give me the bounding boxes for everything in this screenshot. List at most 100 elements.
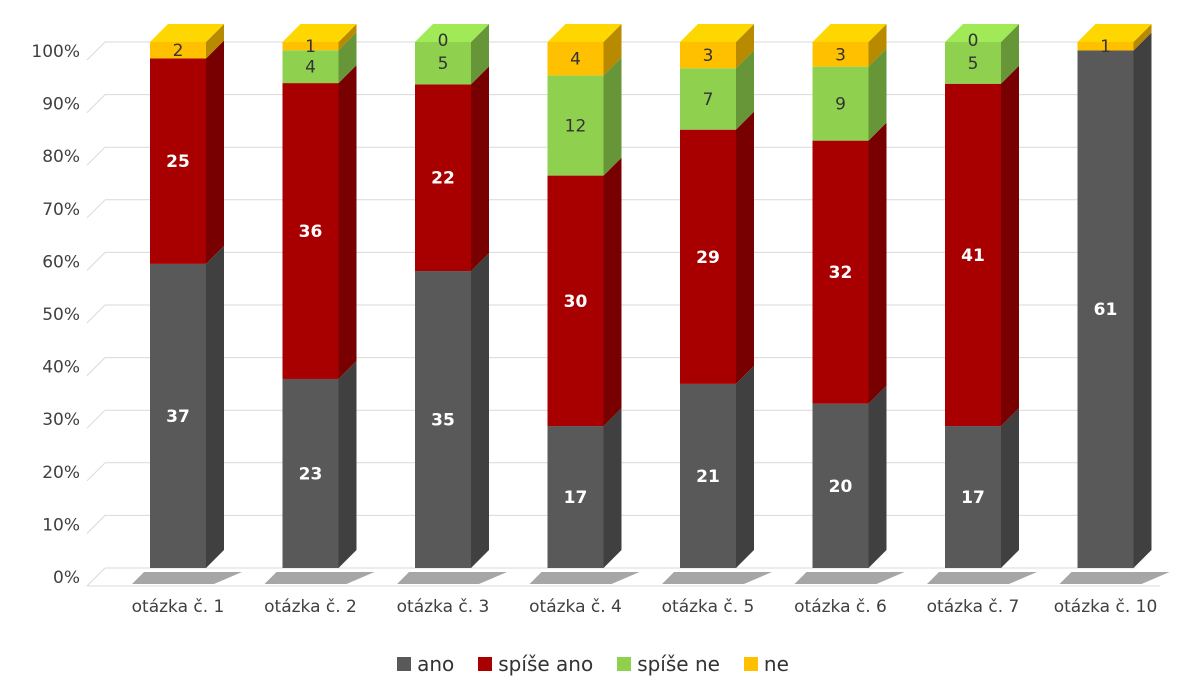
bar-segment xyxy=(812,403,869,568)
bar-segment xyxy=(282,83,339,379)
bar-segment xyxy=(1077,50,1134,568)
data-label: 32 xyxy=(829,263,853,283)
gridline-side xyxy=(86,515,106,534)
bar-stack: 20 32 9 3 xyxy=(794,24,905,584)
data-label: 29 xyxy=(696,248,720,268)
data-label: 61 xyxy=(1094,300,1118,320)
x-category-label: otázka č. 4 xyxy=(529,597,622,617)
bar-segment xyxy=(812,42,869,67)
bar-segment-side xyxy=(736,50,754,130)
gridline-side xyxy=(86,567,106,587)
bar-segment-side xyxy=(338,65,357,379)
bar-shadow xyxy=(927,572,1037,584)
y-tick-label: 100% xyxy=(31,42,80,62)
gridline-side xyxy=(86,409,106,429)
bar-top xyxy=(1077,24,1152,42)
legend-item: ne xyxy=(743,652,789,676)
x-axis-categories: otázka č. 1 otázka č. 2 otázka č. 3 otázka … xyxy=(132,597,1158,617)
gridline-side xyxy=(86,94,106,113)
bar-segment xyxy=(945,426,1001,568)
data-label: 23 xyxy=(299,464,323,484)
bar-segment xyxy=(1077,42,1134,51)
bar-segment xyxy=(680,383,736,568)
bar-segment xyxy=(945,83,1001,427)
bar-segment xyxy=(680,68,736,130)
bar-top xyxy=(547,24,622,42)
data-label: 2 xyxy=(173,41,184,61)
bar-shadow xyxy=(529,572,640,584)
bar-stack: 23 36 41 xyxy=(264,24,375,584)
bar-stack: 17 30 12 4 xyxy=(529,24,640,584)
x-category-label: otázka č. 7 xyxy=(927,597,1020,617)
y-tick-label: 70% xyxy=(42,200,80,220)
bar-segment-side xyxy=(338,24,357,51)
bar-segment-side xyxy=(471,24,489,85)
bar-segment xyxy=(150,42,206,59)
bar-segment-side xyxy=(1001,24,1019,84)
legend-swatch xyxy=(743,657,758,671)
gridline-side xyxy=(86,252,106,271)
bar-top xyxy=(415,24,489,42)
bar-shadow xyxy=(662,572,772,584)
bar-segment xyxy=(547,175,604,427)
bar-segment-side xyxy=(736,111,754,384)
bar-segment xyxy=(415,271,471,568)
legend-item: spíše ne xyxy=(617,652,720,676)
bar-segment xyxy=(282,50,339,84)
data-label: 21 xyxy=(696,467,720,487)
x-category-label: otázka č. 3 xyxy=(397,597,490,617)
data-label: 30 xyxy=(564,292,588,312)
legend: ano spíše ano spíše ne ne xyxy=(0,648,1186,680)
data-label: 9 xyxy=(835,95,846,115)
bar-segment xyxy=(282,378,339,568)
bar-segment-side xyxy=(1133,24,1152,51)
gridline-side xyxy=(86,41,106,61)
bar-segment-side xyxy=(736,365,754,568)
bar-segment xyxy=(547,75,604,176)
y-tick-label: 90% xyxy=(42,95,80,115)
bar-stack: 17 41 5 0 xyxy=(927,24,1037,584)
bar-top xyxy=(680,24,754,42)
x-category-label: otázka č. 6 xyxy=(794,597,887,617)
bar-segment-side xyxy=(206,40,224,264)
bar-segment-side xyxy=(206,245,224,568)
bar-segment-side xyxy=(736,24,754,69)
y-tick-label: 80% xyxy=(42,147,80,167)
bar-shadow xyxy=(1059,572,1170,584)
bar-top xyxy=(945,24,1019,42)
bar-segment-side xyxy=(206,24,224,59)
legend-item: ano xyxy=(397,652,454,676)
data-label: 0 xyxy=(968,31,979,51)
bar-segment xyxy=(680,42,736,69)
bar-segment-side xyxy=(603,57,622,176)
legend-label: ano xyxy=(417,652,455,676)
gridline-side xyxy=(86,199,106,219)
legend-swatch xyxy=(617,657,632,671)
bar-segment-side xyxy=(603,157,622,427)
x-category-label: otázka č. 10 xyxy=(1054,597,1158,617)
data-label: 1 xyxy=(305,37,316,57)
y-tick-label: 50% xyxy=(42,305,80,325)
bar-segment-side xyxy=(868,48,887,141)
bar-segment-side xyxy=(868,24,887,67)
legend-label: spíše ano xyxy=(498,652,594,676)
bar-segment-side xyxy=(338,32,357,84)
bar-segment xyxy=(680,129,736,384)
bar-segment xyxy=(415,42,471,85)
y-tick-label: 0% xyxy=(53,568,80,588)
bar-shadow xyxy=(132,572,242,584)
data-label: 35 xyxy=(431,411,455,431)
bar-segment xyxy=(150,58,206,264)
data-label: 22 xyxy=(431,169,455,189)
data-label: 4 xyxy=(305,58,316,78)
y-tick-label: 10% xyxy=(42,515,80,535)
data-label: 36 xyxy=(299,222,323,242)
data-label: 3 xyxy=(703,46,714,66)
bar-segment-side xyxy=(471,253,489,568)
stacked-bar-chart: 0%10%20%30%40%50%60%70%80%90%100% 372522… xyxy=(31,24,1170,617)
bar-segment xyxy=(945,42,1001,84)
bar-stack: 35 22 5 0 xyxy=(397,24,507,584)
bar-segment-side xyxy=(1133,32,1152,568)
bar-segment xyxy=(547,426,604,568)
